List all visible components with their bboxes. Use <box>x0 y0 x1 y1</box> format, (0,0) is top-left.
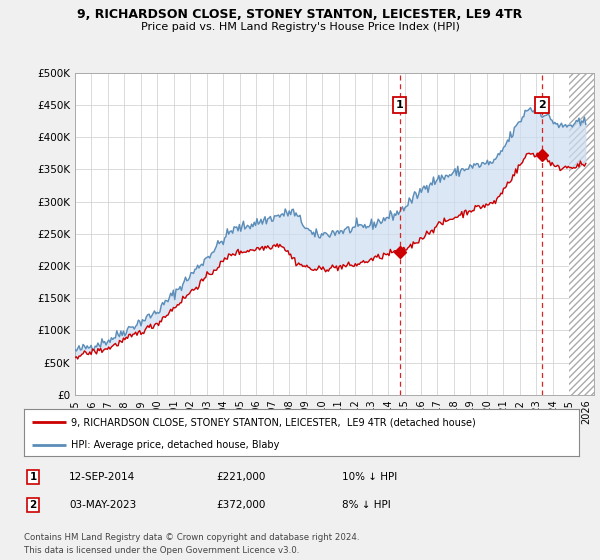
Text: £372,000: £372,000 <box>216 500 265 510</box>
Text: HPI: Average price, detached house, Blaby: HPI: Average price, detached house, Blab… <box>71 440 280 450</box>
Text: Contains HM Land Registry data © Crown copyright and database right 2024.
This d: Contains HM Land Registry data © Crown c… <box>24 533 359 554</box>
Text: 1: 1 <box>29 472 37 482</box>
Text: Price paid vs. HM Land Registry's House Price Index (HPI): Price paid vs. HM Land Registry's House … <box>140 22 460 32</box>
Text: 10% ↓ HPI: 10% ↓ HPI <box>342 472 397 482</box>
Text: 8% ↓ HPI: 8% ↓ HPI <box>342 500 391 510</box>
Text: 12-SEP-2014: 12-SEP-2014 <box>69 472 135 482</box>
Text: 9, RICHARDSON CLOSE, STONEY STANTON, LEICESTER,  LE9 4TR (detached house): 9, RICHARDSON CLOSE, STONEY STANTON, LEI… <box>71 417 476 427</box>
Text: 2: 2 <box>538 100 546 110</box>
Text: 1: 1 <box>396 100 404 110</box>
Text: £221,000: £221,000 <box>216 472 265 482</box>
Text: 03-MAY-2023: 03-MAY-2023 <box>69 500 136 510</box>
Text: 9, RICHARDSON CLOSE, STONEY STANTON, LEICESTER, LE9 4TR: 9, RICHARDSON CLOSE, STONEY STANTON, LEI… <box>77 8 523 21</box>
Text: 2: 2 <box>29 500 37 510</box>
